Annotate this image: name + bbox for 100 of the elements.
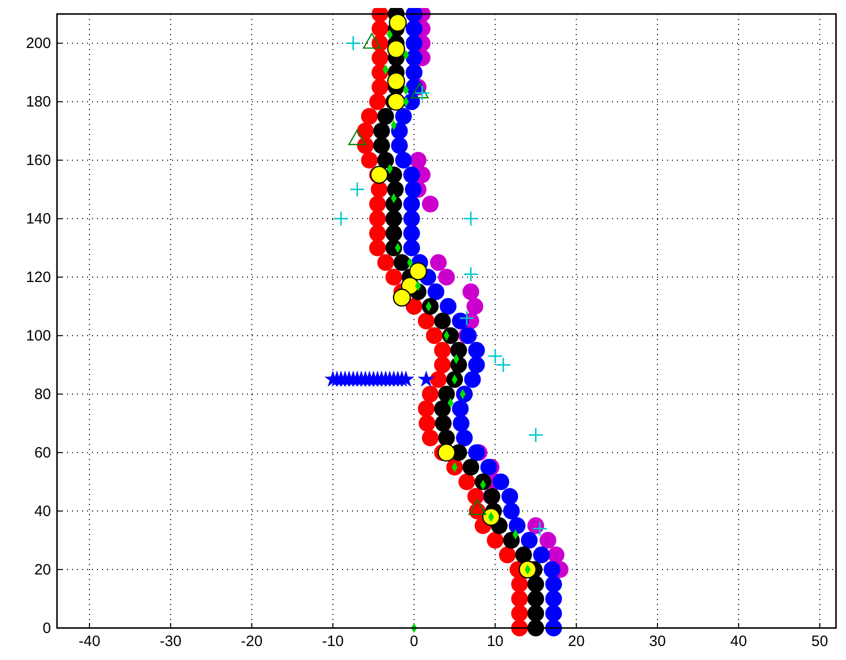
point — [452, 414, 470, 432]
point — [545, 605, 562, 622]
point — [462, 283, 480, 300]
point — [387, 92, 406, 111]
point — [361, 108, 378, 125]
point — [458, 473, 476, 490]
point — [508, 517, 526, 534]
point — [373, 122, 390, 140]
point — [385, 224, 402, 242]
point — [345, 35, 361, 51]
point — [414, 85, 430, 101]
point — [527, 590, 544, 608]
x-tick-label: -20 — [240, 633, 263, 650]
point — [372, 78, 388, 96]
point — [468, 356, 485, 374]
point — [418, 370, 435, 387]
point — [385, 268, 402, 286]
point — [533, 546, 550, 564]
point — [462, 458, 480, 476]
point — [410, 152, 426, 169]
point — [369, 210, 386, 228]
point — [511, 605, 528, 622]
point — [540, 532, 556, 549]
point — [440, 298, 456, 315]
point — [434, 400, 451, 418]
x-tick-label: 0 — [410, 633, 418, 650]
point — [387, 72, 406, 90]
point — [438, 268, 455, 286]
point — [422, 196, 439, 212]
point — [434, 342, 451, 359]
point — [377, 152, 394, 169]
point — [369, 240, 386, 256]
point — [385, 210, 402, 228]
point — [403, 166, 420, 184]
x-tick-label: 20 — [568, 633, 585, 650]
point — [511, 590, 528, 608]
y-tick-label: 100 — [26, 328, 51, 345]
y-tick-label: 60 — [34, 444, 51, 462]
point — [422, 430, 439, 446]
point — [503, 502, 520, 520]
point — [369, 93, 386, 110]
point — [463, 210, 479, 226]
point — [418, 400, 435, 418]
point — [527, 605, 544, 622]
point — [503, 532, 520, 549]
x-tick-label: -40 — [78, 633, 100, 650]
point — [434, 356, 451, 374]
point — [406, 34, 422, 52]
point — [361, 152, 378, 169]
point — [377, 108, 394, 125]
point — [349, 182, 365, 198]
point — [403, 224, 420, 242]
y-tick-label: 0 — [42, 620, 51, 637]
point — [468, 342, 485, 359]
x-tick-label: 50 — [811, 633, 828, 650]
point — [356, 122, 374, 140]
point — [406, 20, 422, 37]
point — [459, 310, 475, 326]
point — [434, 312, 451, 330]
point — [392, 288, 411, 307]
point — [532, 520, 548, 536]
y-tick-label: 200 — [26, 35, 51, 52]
point — [438, 386, 455, 402]
point — [409, 262, 428, 280]
point — [430, 371, 447, 388]
x-tick-label: 40 — [730, 633, 747, 650]
point — [388, 14, 407, 32]
point — [466, 298, 484, 315]
point — [372, 50, 388, 66]
point — [511, 576, 528, 592]
point — [492, 473, 510, 490]
x-tick-label: 30 — [649, 633, 666, 650]
y-tick-label: 180 — [26, 94, 51, 111]
point — [464, 371, 481, 388]
point — [403, 210, 420, 228]
point — [387, 40, 406, 58]
point — [520, 532, 538, 549]
point — [377, 254, 394, 271]
point — [426, 327, 443, 344]
point — [395, 108, 412, 125]
x-tick-label: -30 — [160, 633, 182, 650]
y-tick-label: 20 — [34, 562, 51, 579]
point — [545, 590, 562, 608]
point — [418, 414, 436, 432]
point — [391, 137, 408, 154]
point — [452, 400, 469, 418]
point — [369, 196, 386, 212]
x-tick-label: 10 — [486, 633, 504, 650]
point — [463, 266, 479, 282]
point — [372, 20, 388, 37]
point — [501, 488, 518, 505]
point — [434, 414, 452, 432]
point — [404, 181, 422, 198]
point — [373, 137, 390, 154]
point — [418, 312, 435, 330]
point — [548, 546, 564, 564]
point — [498, 546, 516, 564]
point — [369, 224, 386, 242]
point — [422, 386, 439, 402]
point — [370, 181, 388, 198]
